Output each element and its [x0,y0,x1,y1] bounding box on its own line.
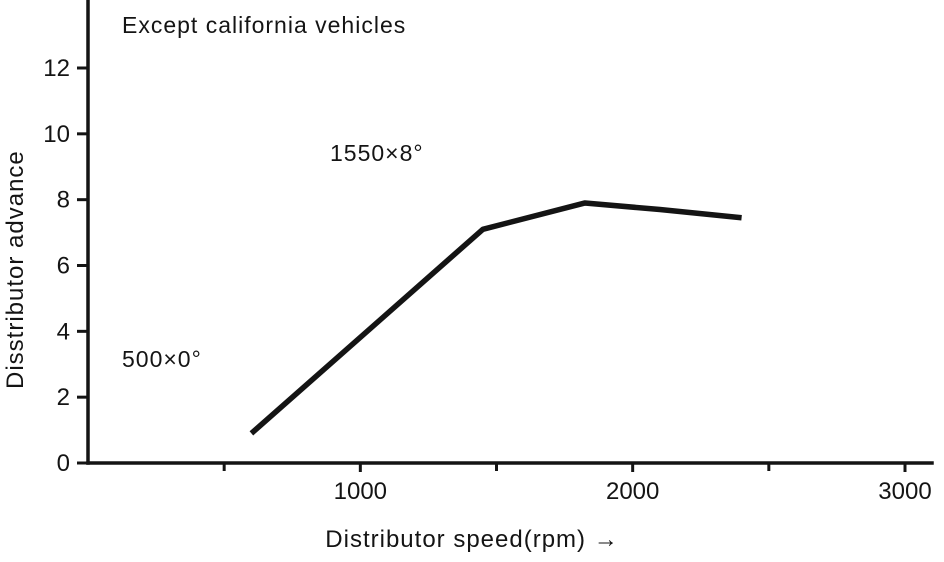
y-tick-label: 8 [57,187,70,214]
annotation-1550x8: 1550×8° [330,140,424,166]
x-tick-label: 1000 [334,478,387,505]
x-tick-label: 2000 [606,478,659,505]
y-tick-label: 10 [43,121,70,148]
y-tick-label: 4 [57,318,70,345]
annotation-500x0: 500×0° [122,346,202,372]
x-tick-label: 3000 [878,478,931,505]
y-tick-label: 6 [57,253,70,280]
x-axis-label: Distributor speed(rpm) → [325,526,619,553]
y-tick-label: 12 [43,55,70,82]
y-axis-label: Disstributor advance [2,150,29,390]
y-tick-label: 0 [57,450,70,477]
y-tick-label: 2 [57,384,70,411]
distributor-advance-curve [249,200,742,436]
annotation-except-california: Except california vehicles [122,12,407,38]
